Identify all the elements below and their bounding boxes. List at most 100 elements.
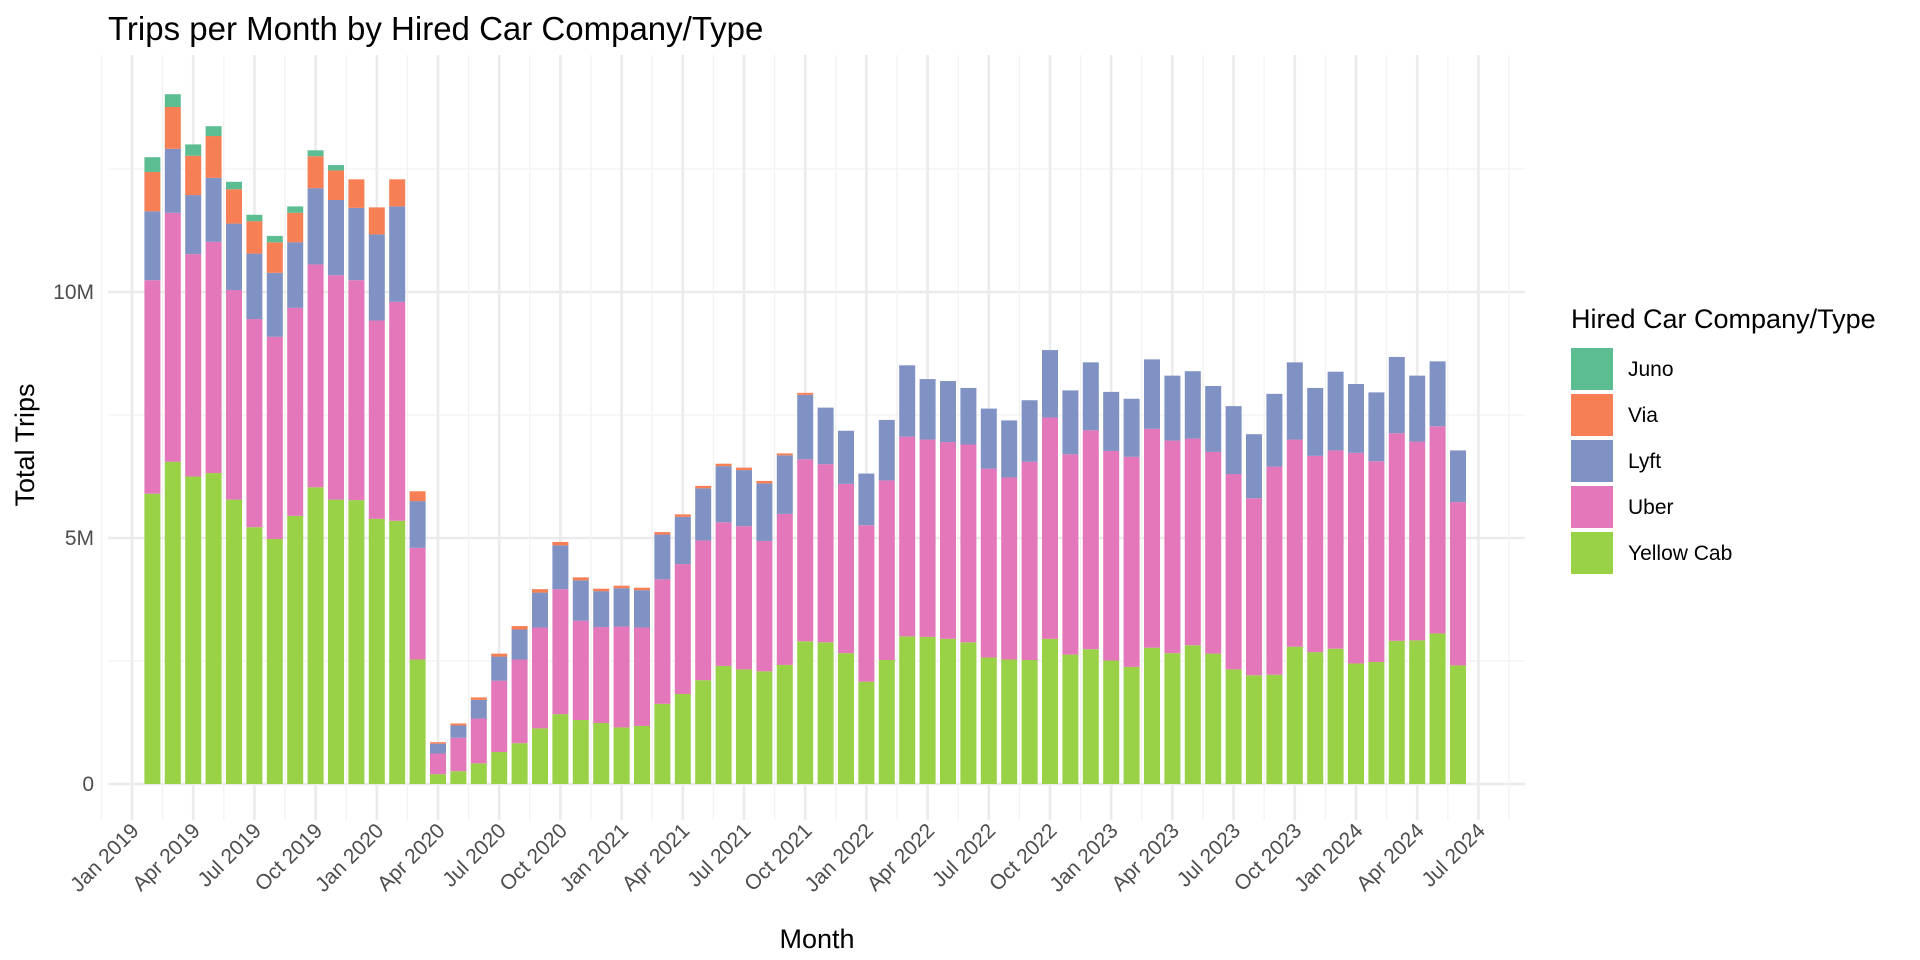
bar-segment-yellow-cab: [858, 681, 875, 784]
bar-segment-lyft: [674, 516, 691, 565]
bar-segment-via: [776, 453, 793, 456]
x-tick-label: Jan 2023: [1045, 819, 1122, 896]
bar-segment-uber: [1225, 474, 1242, 670]
bar-segment-yellow-cab: [838, 653, 854, 784]
x-tick-label: Apr 2023: [1107, 819, 1184, 896]
bar-segment-yellow-cab: [491, 752, 508, 784]
x-tick-label: Jan 2022: [801, 819, 878, 896]
bar-segment-yellow-cab: [1327, 648, 1344, 784]
bar-segment-lyft: [491, 656, 508, 681]
bar-segment-uber: [1409, 441, 1426, 641]
bar-segment-uber: [328, 275, 344, 500]
x-tick-label: Apr 2020: [373, 819, 450, 896]
bar-segment-yellow-cab: [919, 636, 936, 784]
bar-segment-yellow-cab: [205, 473, 222, 784]
bar-segment-lyft: [266, 272, 283, 337]
legend: Hired Car Company/Type Juno Via Lyft Uber Ye…: [1571, 304, 1876, 574]
bar-segment-uber: [1388, 433, 1405, 641]
bar-segment-uber: [1001, 477, 1018, 660]
bar-segment-via: [715, 463, 732, 467]
bar-segment-uber: [1082, 430, 1099, 650]
bar-segment-uber: [960, 444, 977, 643]
legend-swatch-via: [1571, 394, 1613, 436]
bar-segment-lyft: [1001, 420, 1018, 478]
bar-segment-via: [654, 532, 671, 535]
y-axis-ticks: 0 5M 10M: [53, 281, 94, 796]
bar-segment-lyft: [409, 501, 426, 548]
bar-segment-yellow-cab: [654, 703, 671, 784]
bar-segment-lyft: [450, 725, 467, 738]
bar-segment-yellow-cab: [470, 763, 487, 784]
bar-segment-lyft: [878, 419, 895, 481]
bar-segment-uber: [1246, 498, 1262, 676]
bar-segment-uber: [1144, 428, 1160, 648]
bar-segment-uber: [654, 579, 671, 704]
y-tick-label: 0: [82, 773, 94, 796]
bar-segment-yellow-cab: [1225, 669, 1242, 784]
bar-segment-via: [552, 541, 569, 546]
bar-segment-uber: [634, 627, 650, 726]
bar-segment-yellow-cab: [532, 728, 548, 784]
bar-segment-lyft: [634, 590, 650, 628]
bar-segment-uber: [674, 564, 691, 694]
bar-segment-juno: [287, 206, 304, 213]
bar-segment-yellow-cab: [1021, 660, 1038, 784]
bar-segment-uber: [409, 547, 426, 660]
bar-segment-lyft: [695, 488, 712, 541]
bar-segment-uber: [736, 526, 752, 670]
bar-segment-yellow-cab: [1388, 640, 1405, 784]
bar-segment-juno: [205, 126, 222, 137]
bar-segment-via: [368, 207, 385, 235]
bar-segment-yellow-cab: [1001, 659, 1018, 784]
bar-segment-uber: [1286, 439, 1303, 647]
legend-swatch-juno: [1571, 348, 1613, 390]
bar-segment-via: [430, 742, 446, 744]
bar-segment-via: [695, 485, 712, 489]
bar-segment-via: [797, 392, 814, 395]
bar-segment-lyft: [1286, 362, 1303, 440]
bar-segment-juno: [185, 144, 202, 156]
bar-segment-yellow-cab: [634, 725, 650, 784]
bar-segment-lyft: [1205, 385, 1222, 452]
bar-segment-lyft: [736, 470, 752, 527]
bar-segment-yellow-cab: [246, 527, 263, 784]
legend-label: Via: [1628, 404, 1658, 427]
bar-segment-lyft: [1042, 350, 1058, 418]
bar-segment-lyft: [328, 200, 344, 276]
bar-segment-yellow-cab: [674, 693, 691, 784]
bar-segment-via: [674, 514, 691, 517]
bar-segment-yellow-cab: [1450, 665, 1466, 784]
bar-segment-uber: [919, 439, 936, 637]
bar-segment-yellow-cab: [593, 722, 610, 784]
x-tick-label: Apr 2024: [1352, 819, 1429, 896]
bar-segment-yellow-cab: [695, 680, 712, 784]
bar-segment-yellow-cab: [960, 642, 977, 784]
bar-segment-juno: [307, 150, 324, 157]
bar-segment-uber: [1368, 461, 1385, 662]
bar-segment-lyft: [307, 188, 324, 265]
bar-segment-lyft: [287, 242, 304, 308]
bar-segment-uber: [287, 307, 304, 516]
bar-segment-yellow-cab: [409, 659, 426, 784]
bar-segment-uber: [164, 212, 181, 462]
bar-segment-lyft: [1021, 400, 1038, 462]
x-tick-label: Apr 2021: [618, 819, 695, 896]
bar-segment-yellow-cab: [797, 641, 814, 784]
bar-segment-yellow-cab: [613, 727, 630, 784]
bar-segment-uber: [1164, 440, 1181, 654]
bar-segment-via: [450, 723, 467, 726]
bar-segment-via: [205, 136, 222, 178]
bar-segment-uber: [1429, 426, 1446, 634]
bar-segment-via: [185, 155, 202, 196]
bar-segment-uber: [552, 589, 569, 715]
bar-segment-uber: [593, 627, 610, 723]
bar-segment-uber: [980, 468, 997, 658]
bar-segment-lyft: [980, 408, 997, 469]
bar-segment-yellow-cab: [878, 660, 895, 784]
bar-segment-yellow-cab: [1307, 652, 1324, 784]
bar-segment-lyft: [899, 365, 916, 437]
bar-segment-uber: [1062, 454, 1079, 655]
bar-segment-uber: [1327, 450, 1344, 649]
